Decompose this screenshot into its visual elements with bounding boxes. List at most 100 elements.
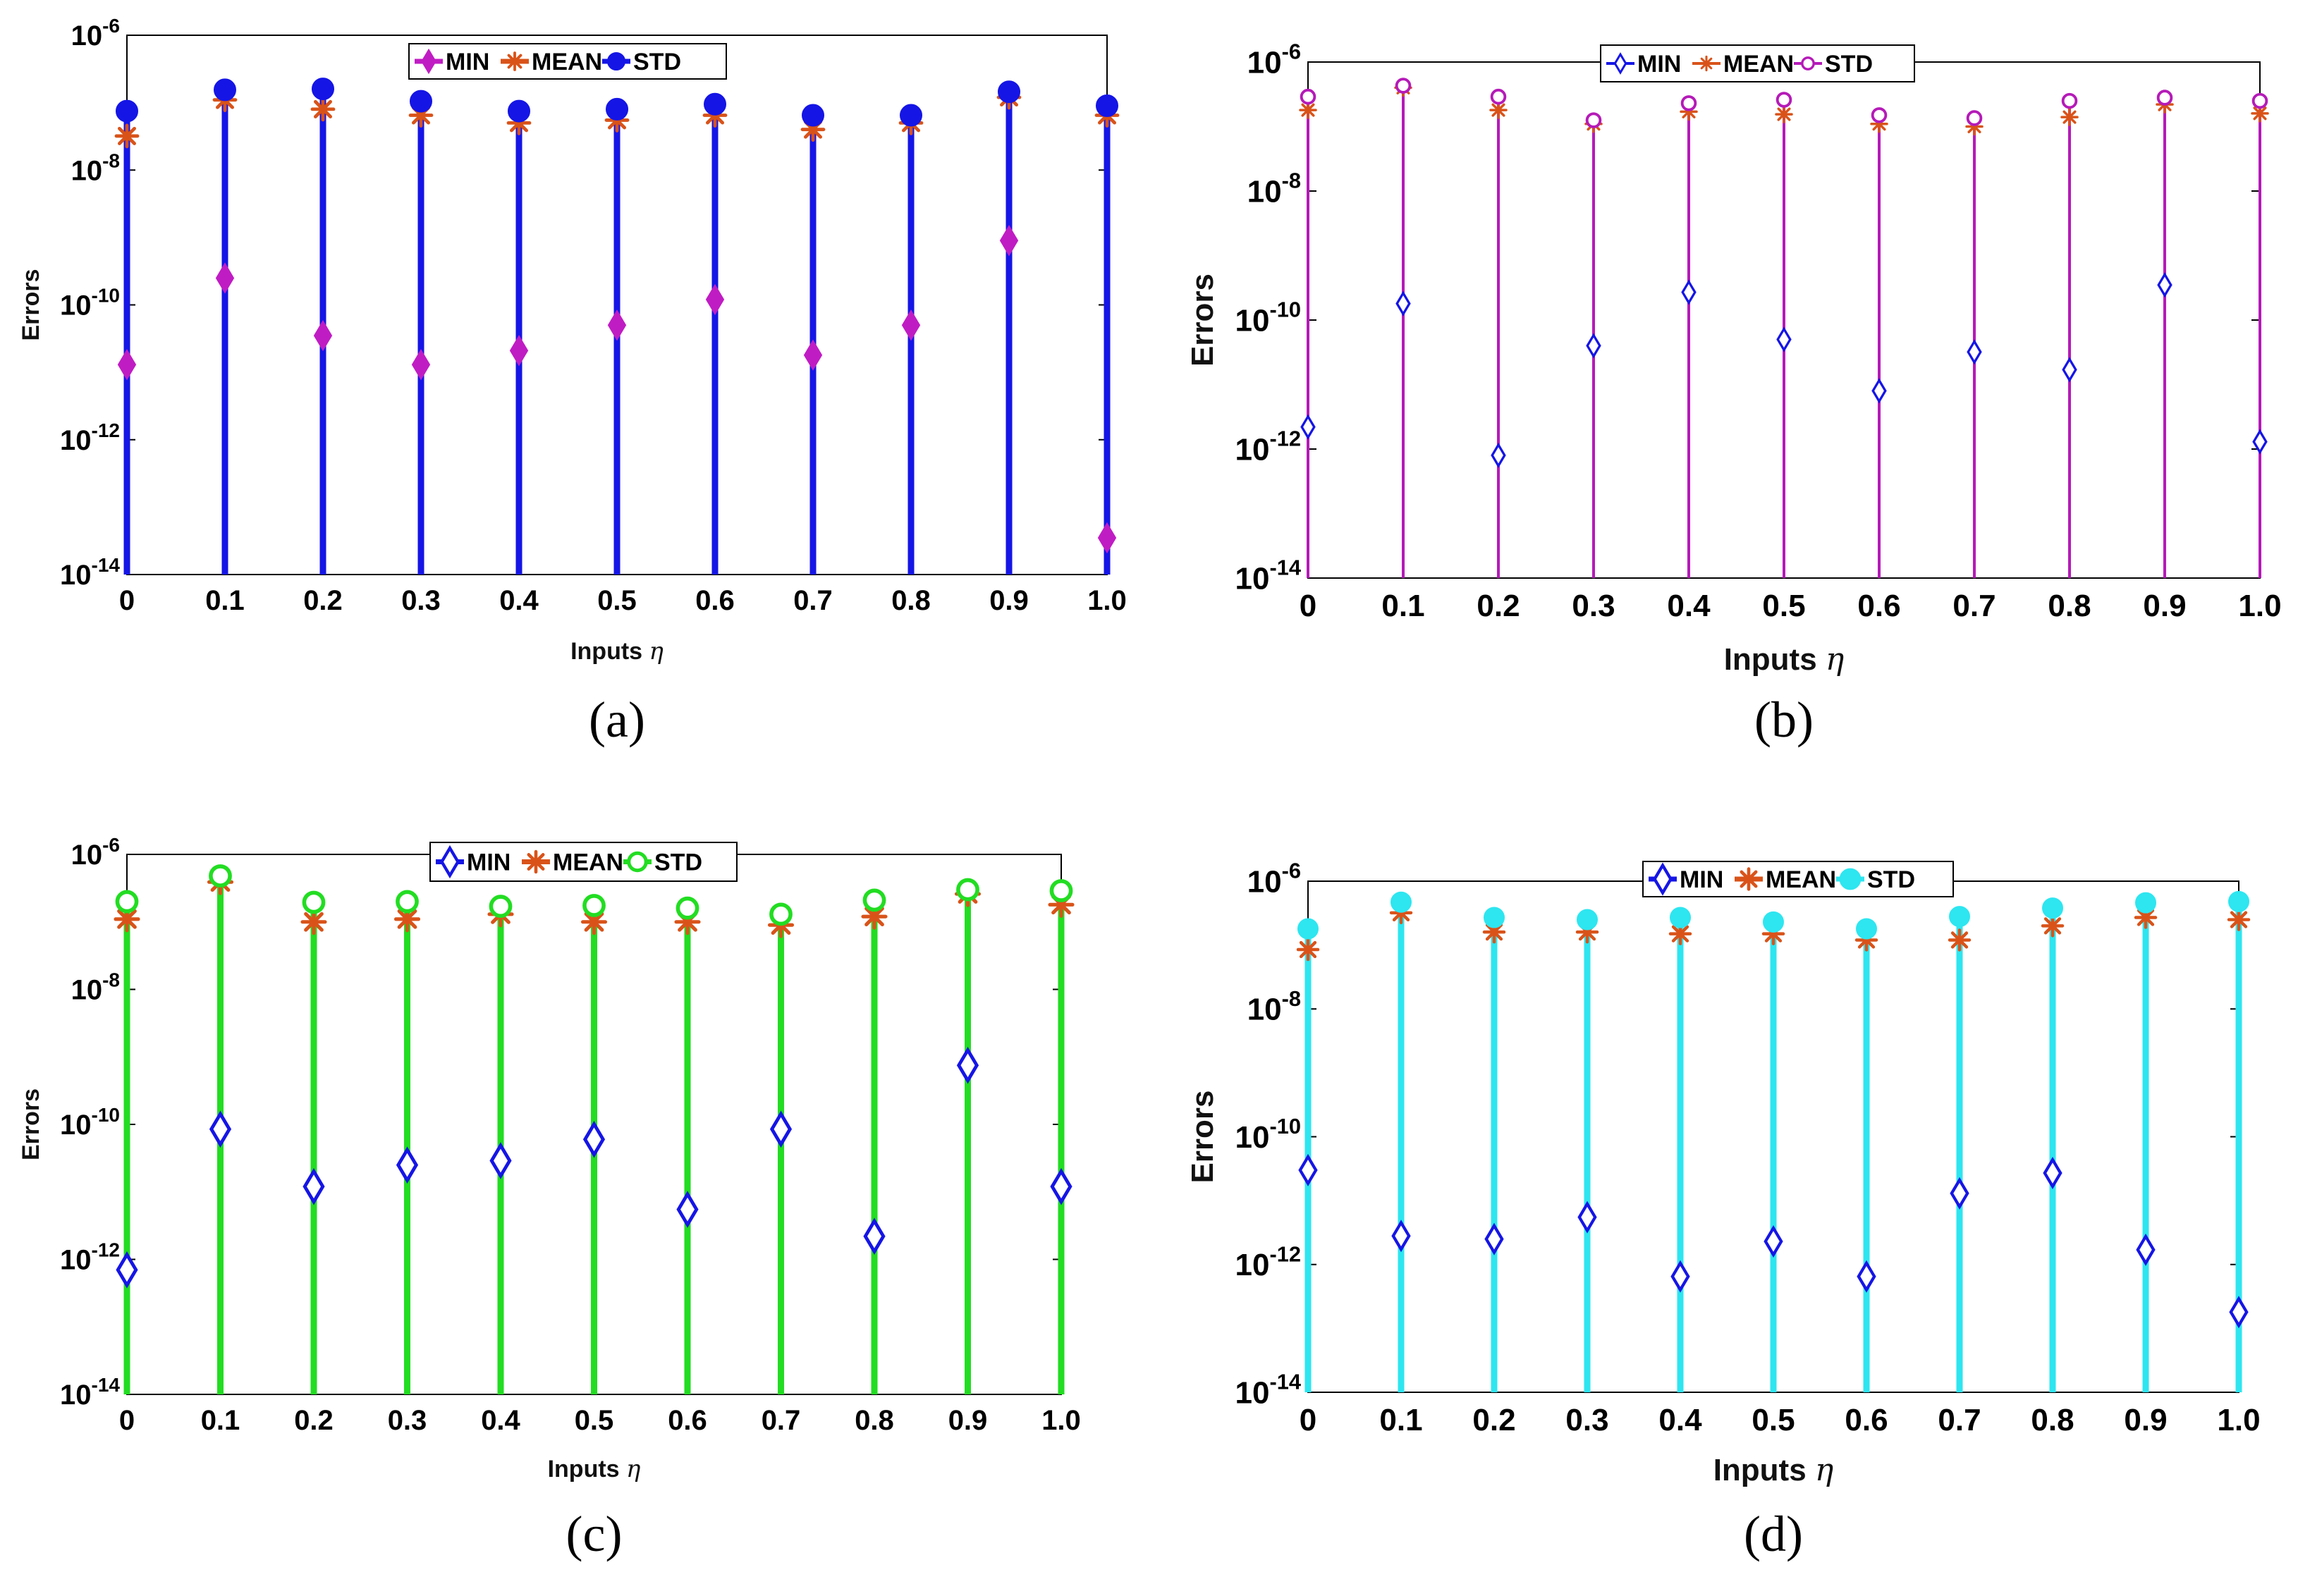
y-axis-label: Errors bbox=[1185, 274, 1220, 367]
chart-panel-b: 10-14 10-12 10-10 10-8 10-6 0 0.1 0.2 0.3 0.4 0.5 0… bbox=[1185, 39, 2282, 748]
legend-entry-std: STD bbox=[1794, 51, 1873, 78]
marker-std bbox=[1577, 909, 1598, 931]
marker-std bbox=[508, 99, 530, 123]
legend-label: STD bbox=[1867, 866, 1915, 893]
y-tick-label: 10-14 bbox=[60, 554, 120, 591]
marker-std bbox=[1763, 911, 1784, 933]
marker-mean bbox=[1296, 938, 1320, 962]
marker-mean bbox=[310, 97, 336, 122]
marker-std bbox=[606, 97, 628, 121]
marker-std bbox=[900, 104, 922, 127]
marker-min bbox=[863, 1217, 886, 1256]
marker-min bbox=[1050, 1167, 1072, 1205]
y-tick-label: 10-6 bbox=[71, 834, 120, 871]
marker-std bbox=[2228, 890, 2249, 912]
legend-marker bbox=[607, 52, 625, 70]
legend-marker bbox=[524, 849, 548, 874]
marker-mean bbox=[114, 123, 140, 149]
panel-label: (b) bbox=[1754, 692, 1814, 748]
y-tick-label: 10-12 bbox=[1235, 426, 1301, 467]
x-axis-label: Inputs η bbox=[570, 637, 664, 665]
y-tick-label: 10-12 bbox=[60, 419, 120, 456]
legend-box bbox=[429, 842, 738, 882]
legend-box bbox=[1600, 44, 1915, 82]
x-tick-label: 0 bbox=[1300, 589, 1316, 623]
marker-min bbox=[1967, 339, 1982, 365]
x-axis-label: Inputs η bbox=[548, 1455, 641, 1483]
legend-marker bbox=[1737, 867, 1761, 891]
series-min bbox=[1298, 1153, 2249, 1329]
x-tick-label: 0.6 bbox=[1845, 1403, 1888, 1437]
x-tick-label: 0 bbox=[1300, 1403, 1316, 1437]
marker-mean bbox=[2041, 914, 2065, 938]
x-tick-label: 0.1 bbox=[201, 1405, 240, 1436]
y-tick-label: 10-8 bbox=[71, 149, 120, 186]
marker-min bbox=[956, 1046, 979, 1084]
x-tick-label: 0 bbox=[119, 1405, 135, 1436]
series-std bbox=[115, 864, 1073, 926]
marker-std bbox=[116, 99, 138, 123]
marker-min bbox=[396, 1146, 419, 1184]
series-min bbox=[117, 225, 1117, 554]
marker-min bbox=[1300, 414, 1316, 440]
x-tick-label: 0.4 bbox=[1658, 1403, 1702, 1437]
stem-lines bbox=[123, 89, 1111, 575]
legend-box bbox=[408, 43, 727, 80]
marker-min bbox=[215, 262, 235, 294]
legend-marker bbox=[627, 851, 648, 873]
marker-std bbox=[410, 90, 432, 113]
marker-min bbox=[2043, 1157, 2062, 1190]
series-min bbox=[116, 1046, 1072, 1289]
x-tick-label: 0.2 bbox=[294, 1405, 334, 1436]
marker-min bbox=[582, 1120, 606, 1158]
marker-std bbox=[1395, 78, 1412, 94]
marker-min bbox=[1484, 1222, 1504, 1256]
legend-entry-std: STD bbox=[623, 849, 702, 876]
legend-entry-std: STD bbox=[602, 49, 681, 75]
marker-min bbox=[1776, 326, 1792, 352]
legend-entry-min: MIN bbox=[415, 48, 489, 75]
marker-std bbox=[582, 894, 606, 917]
legend-label: MIN bbox=[1680, 866, 1723, 893]
legend-entry-min: MIN bbox=[1649, 862, 1723, 896]
x-tick-label: 0.9 bbox=[948, 1405, 988, 1436]
marker-min bbox=[999, 225, 1019, 257]
chart-panel-a: 10-14 10-12 10-10 10-8 10-6 0 0.1 0.2 0.3 0.4 0.5 0… bbox=[18, 15, 1127, 748]
x-tick-label: 0.9 bbox=[2124, 1403, 2167, 1437]
legend-label: MEAN bbox=[1723, 51, 1794, 78]
marker-std bbox=[302, 890, 326, 914]
marker-std bbox=[489, 895, 513, 919]
marker-min bbox=[313, 319, 333, 352]
marker-min bbox=[607, 309, 627, 341]
legend-entry-min: MIN bbox=[436, 845, 511, 879]
x-tick-label: 0.5 bbox=[1752, 1403, 1795, 1437]
marker-min bbox=[1764, 1224, 1783, 1258]
marker-std bbox=[2061, 92, 2078, 109]
chart-panel-d: 10-14 10-12 10-10 10-8 10-6 0 0.1 0.2 0.3 0.4 0.5 0… bbox=[1185, 859, 2261, 1562]
x-tick-label: 1.0 bbox=[2238, 589, 2281, 623]
marker-min bbox=[117, 349, 137, 381]
marker-mean bbox=[300, 909, 327, 935]
stem-lines bbox=[1304, 901, 2242, 1392]
marker-std bbox=[769, 902, 793, 926]
marker-std bbox=[1300, 88, 1316, 105]
y-tick-label: 10-12 bbox=[1235, 1241, 1301, 1282]
y-axis-label: Errors bbox=[18, 1088, 44, 1160]
marker-std bbox=[214, 78, 236, 102]
x-tick-label: 0.2 bbox=[303, 585, 343, 616]
panel-label: (d) bbox=[1744, 1506, 1803, 1562]
marker-min bbox=[1857, 1260, 1876, 1293]
x-tick-label: 0.6 bbox=[695, 585, 735, 616]
marker-min bbox=[1097, 522, 1117, 554]
x-tick-label: 0.4 bbox=[481, 1405, 520, 1436]
x-tick-label: 0.5 bbox=[597, 585, 637, 616]
x-tick-label: 0.5 bbox=[1762, 589, 1805, 623]
x-tick-label: 0.6 bbox=[668, 1405, 707, 1436]
marker-min bbox=[1391, 1220, 1411, 1253]
marker-std bbox=[115, 890, 139, 914]
marker-min bbox=[803, 339, 823, 371]
series-mean bbox=[1296, 901, 2251, 962]
y-tick-label: 10-6 bbox=[1247, 39, 1301, 80]
marker-mean bbox=[1775, 105, 1793, 123]
panel-label: (c) bbox=[566, 1506, 623, 1562]
